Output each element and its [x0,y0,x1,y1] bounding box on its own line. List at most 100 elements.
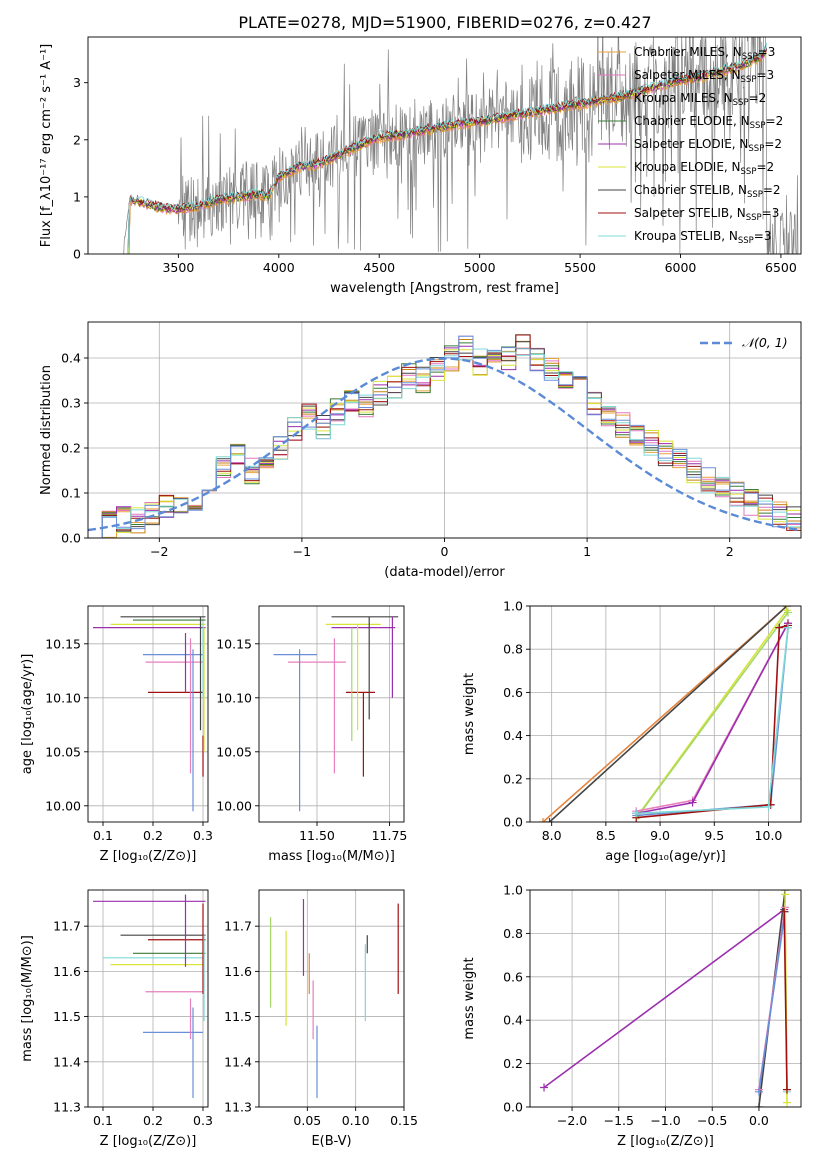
weight-point-marker [780,907,789,916]
legend-entry-rest: =3 [756,68,774,82]
y-axis-label: mass weight [462,957,477,1039]
y-tick-label: 10.15 [45,636,81,651]
legend-entry-rest: =3 [754,229,772,243]
panel-age-vs-mass: 11.50 11.75 10.00 10.05 10.10 10.15 mass [log₁… [216,605,407,864]
y-tick-label: 10.00 [45,798,81,813]
x-tick-label: 0.0 [749,1113,769,1128]
panel-mass-weight-vs-metallicity: −2.0 −1.5 −1.0 −0.5 0.0 0.0 0.2 0.4 0.6 0.8 1.0 Z [… [462,883,802,1149]
y-tick-label: 11.3 [53,1100,81,1115]
y-tick-label: 11.3 [224,1100,252,1115]
y-tick-label: 10.10 [45,690,81,705]
model-spectrum-line-salpeter-stelib [123,49,768,254]
y-tick-label: 0.2 [61,441,81,456]
histogram-steps-blue-model [88,335,801,538]
weight-point-marker [775,623,784,632]
weight-point-marker [754,1103,763,1107]
x-tick-label: −1 [293,544,311,559]
cumulative-weight-line [637,612,789,816]
x-tick-label: 9.0 [650,828,670,843]
x-tick-label: 3500 [162,260,194,275]
y-tick-label: 11.4 [224,1054,252,1069]
y-tick-label: 1.0 [503,883,523,898]
axes-frame [258,605,405,823]
panel-residual-histogram: −2 −1 0 1 2 0.0 0.1 0.2 0.3 0.4 (data-model)/error… [39,321,802,580]
x-tick-label: −2.0 [557,1113,587,1128]
model-spectrum-line-chabrier-stelib [123,44,768,254]
y-tick-label: 10.15 [216,636,252,651]
y-tick-label: 11.5 [53,1009,81,1024]
y-tick-label: 0.4 [61,351,81,366]
y-tick-label: 0.4 [503,728,523,743]
x-tick-label: 4000 [263,260,295,275]
weight-point-marker [632,809,641,818]
cumulative-weight-line [758,911,786,1092]
y-tick-label: 0.0 [61,531,81,546]
plot-area [540,890,791,1107]
x-axis-label: (data-model)/error [384,565,505,580]
axes-frame [258,889,405,1108]
x-tick-label: −2 [150,544,168,559]
x-tick-label: 2 [726,544,734,559]
legend-entry: Chabrier MILES, NSSP=3 [634,45,775,62]
x-tick-label: 0.1 [93,828,113,843]
x-tick-label: −0.5 [697,1113,727,1128]
y-axis-label: mass [log₁₀(M/M⊙)] [20,935,35,1062]
weight-point-marker [781,890,790,899]
y-tick-label: 11.6 [224,964,252,979]
legend-entry: 𝒩(0, 1) [742,335,788,350]
x-tick-label: 4500 [363,260,395,275]
y-axis-label: age [log₁₀(age/yr)] [20,654,35,775]
y-tick-label: 11.7 [53,919,81,934]
model-spectrum-line-kroupa-elodie [123,46,767,254]
plot-area [88,334,801,538]
panel-mass-vs-metallicity: 0.1 0.2 0.3 11.3 11.4 11.5 11.6 11.7 Z [log₁₀(Z/… [20,889,213,1149]
x-tick-label: 5000 [464,260,496,275]
x-tick-label: 0.2 [143,1113,163,1128]
model-spectrum-line-kroupa-stelib [123,42,768,254]
plot-area [273,616,399,812]
y-tick-label: 10.10 [216,690,252,705]
legend-subscript: SSP [741,75,757,85]
legend-subscript: SSP [733,98,749,108]
weight-point-marker [754,1087,763,1096]
y-tick-label: 1 [73,189,81,204]
plot-area [270,899,399,1098]
x-tick-label: 1 [583,544,591,559]
legend-entry: Kroupa ELODIE, NSSP=2 [634,160,774,177]
axes-frame [87,605,209,823]
y-tick-label: 2 [73,132,81,147]
legend-entry-rest: =2 [763,183,781,197]
panel-spectrum: 3500 4000 4500 5000 5500 6000 6500 0 1 2 3 waveleng… [39,36,802,296]
y-tick-label: 11.7 [224,919,252,934]
legend-subscript: SSP [747,190,763,200]
x-tick-label: 0.3 [193,1113,213,1128]
axes-frame [87,889,209,1108]
cumulative-weight-line [548,606,788,822]
x-axis-label: age [log₁₀(age/yr)] [605,849,726,864]
y-tick-label: 11.5 [224,1009,252,1024]
weight-point-marker [783,608,792,617]
y-tick-label: 3 [73,75,81,90]
figure-title: PLATE=0278, MJD=51900, FIBERID=0276, z=0… [238,13,651,32]
legend-subscript: SSP [738,236,754,246]
legend-entry-rest: =2 [756,160,774,174]
y-tick-label: 0 [73,247,81,262]
weight-point-marker [764,802,773,811]
y-tick-label: 10.05 [216,744,252,759]
x-tick-label: 10.0 [755,828,783,843]
legend-entry-rest: =2 [766,114,784,128]
x-tick-label: 6500 [765,260,797,275]
x-tick-label: 0.3 [193,828,213,843]
y-tick-label: 11.4 [53,1054,81,1069]
legend-subscript: SSP [746,213,762,223]
legend-entry: Chabrier ELODIE, NSSP=2 [634,114,783,131]
legend-entry-rest: =3 [762,206,780,220]
x-axis-label: E(B-V) [311,1134,351,1149]
x-tick-label: 8.0 [542,828,562,843]
axes-frame [529,605,802,823]
y-tick-label: 1.0 [503,599,523,614]
y-axis-label: mass weight [462,673,477,755]
x-tick-label: −1.0 [650,1113,680,1128]
plot-area [93,616,206,812]
